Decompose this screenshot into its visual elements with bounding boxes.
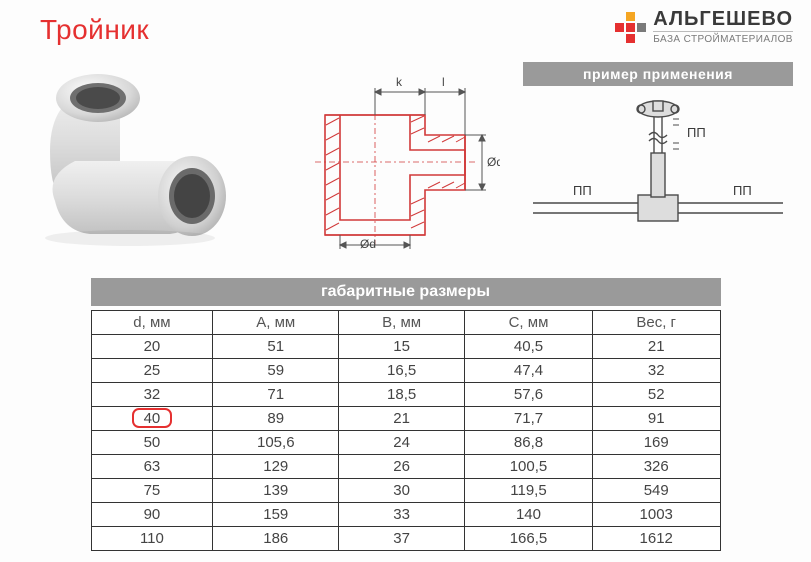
table-cell: 1612 <box>592 527 720 551</box>
table-cell: 140 <box>465 503 593 527</box>
table-cell: 21 <box>339 407 465 431</box>
table-cell: 47,4 <box>465 359 593 383</box>
table-cell: 50 <box>91 431 213 455</box>
table-cell: 32 <box>91 383 213 407</box>
table-header: Вес, г <box>592 311 720 335</box>
table-row: 327118,557,652 <box>91 383 720 407</box>
brand-name: АЛЬГЕШЕВО <box>653 8 793 31</box>
table-cell: 26 <box>339 455 465 479</box>
table-cell: 1003 <box>592 503 720 527</box>
product-render <box>20 56 250 246</box>
table-cell: 57,6 <box>465 383 593 407</box>
table-header: C, мм <box>465 311 593 335</box>
sizes-banner: габаритные размеры <box>91 278 721 306</box>
table-cell: 110 <box>91 527 213 551</box>
table-cell: 139 <box>213 479 339 503</box>
table-cell: 63 <box>91 455 213 479</box>
table-cell: 86,8 <box>465 431 593 455</box>
table-cell: 25 <box>91 359 213 383</box>
table-header: B, мм <box>339 311 465 335</box>
table-header: A, мм <box>213 311 339 335</box>
table-cell: 18,5 <box>339 383 465 407</box>
table-cell: 186 <box>213 527 339 551</box>
table-cell: 166,5 <box>465 527 593 551</box>
table-cell: 91 <box>592 407 720 431</box>
example-usage-drawing: ПП ПП ПП <box>523 95 793 250</box>
table-cell: 30 <box>339 479 465 503</box>
dim-k: k <box>396 75 403 89</box>
table-cell: 75 <box>91 479 213 503</box>
table-cell: 20 <box>91 335 213 359</box>
table-row: 6312926100,5326 <box>91 455 720 479</box>
table-header: d, мм <box>91 311 213 335</box>
table-cell: 71,7 <box>465 407 593 431</box>
brand-logo <box>615 12 645 42</box>
table-cell: 59 <box>213 359 339 383</box>
dimensions-table: d, ммA, ммB, ммC, ммВес, г 20511540,5212… <box>91 310 721 551</box>
table-cell: 89 <box>213 407 339 431</box>
table-cell: 90 <box>91 503 213 527</box>
dim-d2: Ød2 <box>487 155 500 169</box>
table-row: 255916,547,432 <box>91 359 720 383</box>
table-cell: 100,5 <box>465 455 593 479</box>
table-row: 40892171,791 <box>91 407 720 431</box>
table-cell: 326 <box>592 455 720 479</box>
brand-block: АЛЬГЕШЕВО БАЗА СТРОЙМАТЕРИАЛОВ <box>615 8 793 45</box>
dim-d: Ød <box>360 237 376 250</box>
table-cell: 105,6 <box>213 431 339 455</box>
table-cell: 119,5 <box>465 479 593 503</box>
table-cell: 21 <box>592 335 720 359</box>
label-pp-left: ПП <box>573 183 592 198</box>
table-cell: 71 <box>213 383 339 407</box>
table-cell: 129 <box>213 455 339 479</box>
table-cell: 32 <box>592 359 720 383</box>
table-cell: 159 <box>213 503 339 527</box>
table-row: 50105,62486,8169 <box>91 431 720 455</box>
table-cell: 33 <box>339 503 465 527</box>
table-cell: 169 <box>592 431 720 455</box>
highlight-ring <box>132 408 172 428</box>
brand-subtitle: БАЗА СТРОЙМАТЕРИАЛОВ <box>653 31 793 45</box>
table-row: 11018637166,51612 <box>91 527 720 551</box>
table-cell: 51 <box>213 335 339 359</box>
table-row: 20511540,521 <box>91 335 720 359</box>
example-usage-banner: пример применения <box>523 62 793 86</box>
dim-l: l <box>442 75 445 89</box>
table-cell: 40 <box>91 407 213 431</box>
page-title: Тройник <box>40 14 149 46</box>
table-cell: 549 <box>592 479 720 503</box>
table-cell: 15 <box>339 335 465 359</box>
table-cell: 40,5 <box>465 335 593 359</box>
table-cell: 37 <box>339 527 465 551</box>
table-row: 90159331401003 <box>91 503 720 527</box>
table-cell: 52 <box>592 383 720 407</box>
label-pp-right: ПП <box>733 183 752 198</box>
table-row: 7513930119,5549 <box>91 479 720 503</box>
table-cell: 16,5 <box>339 359 465 383</box>
label-pp-top: ПП <box>687 125 706 140</box>
table-cell: 24 <box>339 431 465 455</box>
technical-drawing: k l Ød2 Ød <box>290 70 500 250</box>
